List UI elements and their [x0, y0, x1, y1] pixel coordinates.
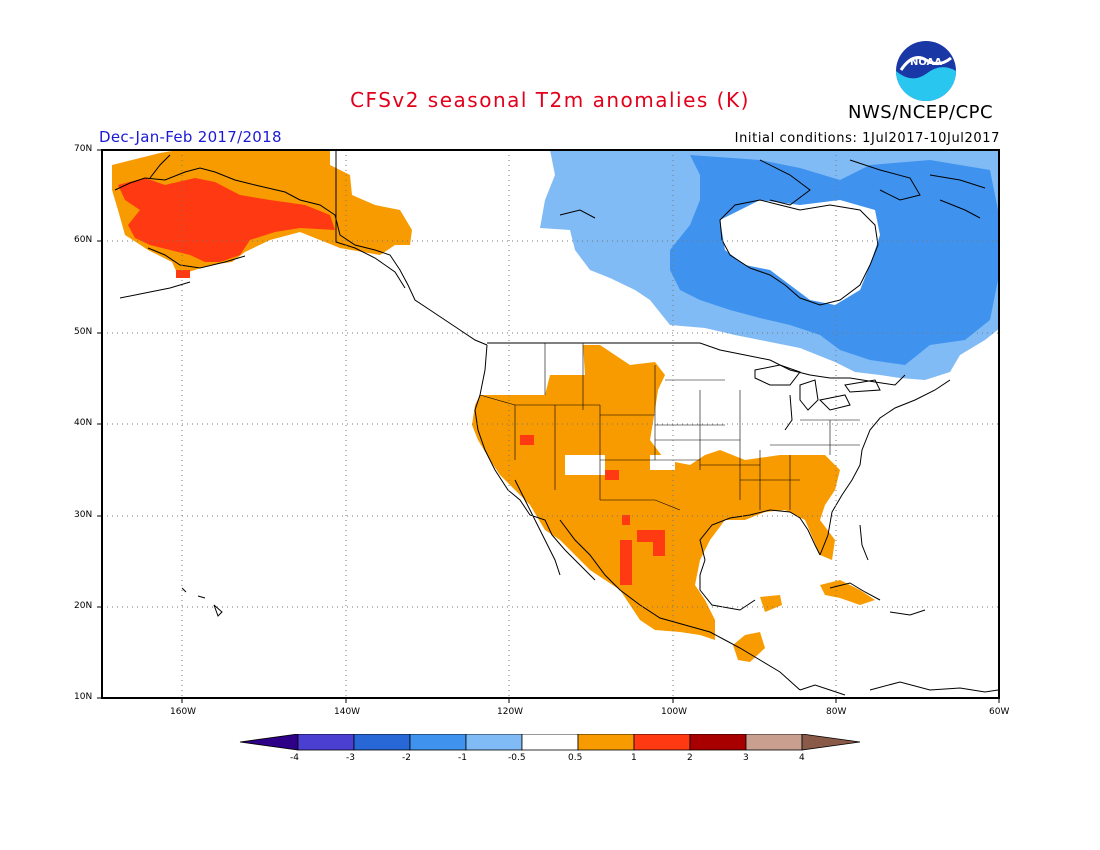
logo-text: NOAA — [910, 57, 942, 68]
colorbar-label: 2 — [687, 753, 693, 763]
anomaly-fill-layer — [112, 150, 1000, 662]
axis-ticks — [97, 149, 1000, 703]
colorbar-label: 3 — [743, 753, 749, 763]
colorbar-above-max — [801, 734, 861, 751]
lat-label: 10N — [74, 692, 93, 702]
season-label: Dec-Jan-Feb 2017/2018 — [99, 128, 282, 146]
lon-label: 80W — [826, 707, 847, 717]
colorbar-label: -3 — [346, 753, 355, 763]
map-title: CFSv2 seasonal T2m anomalies (K) — [350, 88, 750, 112]
lat-label: 40N — [74, 418, 93, 428]
lat-label: 30N — [74, 510, 93, 520]
coastlines — [114, 150, 999, 696]
lon-label: 120W — [497, 707, 524, 717]
colorbar — [239, 734, 861, 751]
colorbar-label: 1 — [631, 753, 637, 763]
colorbar-label: -1 — [458, 753, 467, 763]
colorbar-label: -4 — [290, 753, 299, 763]
colorbar-label: -2 — [402, 753, 411, 763]
noaa-logo-icon: NOAA — [896, 41, 956, 101]
lat-label: 70N — [74, 144, 93, 154]
colorbar-below-min — [239, 734, 299, 751]
lat-label: 50N — [74, 327, 93, 337]
initial-conditions-label: Initial conditions: 1Jul2017-10Jul2017 — [734, 131, 1000, 146]
region-caribbean-warm — [733, 632, 765, 662]
lon-label: 100W — [661, 707, 688, 717]
lat-label: 20N — [74, 601, 93, 611]
lat-label: 60N — [74, 235, 93, 245]
state-borders — [479, 343, 860, 511]
colorbar-label: -0.5 — [508, 753, 526, 763]
colorbar-label: 0.5 — [568, 753, 583, 763]
agency-label: NWS/NCEP/CPC — [848, 102, 994, 123]
lon-label: 60W — [989, 707, 1010, 717]
colorbar-label: 4 — [799, 753, 805, 763]
lon-label: 160W — [170, 707, 197, 717]
lon-label: 140W — [334, 707, 361, 717]
region-southern-us-mexico-warm — [472, 345, 840, 640]
